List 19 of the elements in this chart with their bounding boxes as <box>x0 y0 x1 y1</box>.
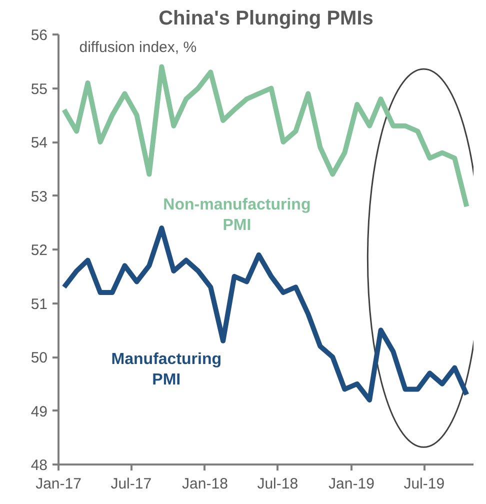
x-tick-label: Jul-19 <box>404 476 445 492</box>
y-axis-title: diffusion index, % <box>79 38 197 56</box>
y-tick-label: 56 <box>30 27 48 44</box>
y-tick-label: 48 <box>30 457 48 474</box>
y-tick-label: 55 <box>30 80 48 98</box>
y-tick-label: 53 <box>30 188 48 206</box>
x-tick-label: Jan-17 <box>36 476 82 492</box>
x-tick-label: Jul-18 <box>257 476 298 492</box>
y-tick-label: 52 <box>30 242 48 259</box>
x-tick-label: Jan-19 <box>328 476 374 492</box>
series-label: Non-manufacturing PMI <box>163 196 311 234</box>
y-tick-label: 49 <box>30 403 48 420</box>
chart-title: China's Plunging PMIs <box>158 8 374 30</box>
x-tick-label: Jul-17 <box>110 476 152 492</box>
series-label: Manufacturing PMI <box>111 351 222 389</box>
y-tick-label: 54 <box>30 134 48 152</box>
x-tick-label: Jan-18 <box>182 476 228 492</box>
y-tick-label: 51 <box>30 296 48 313</box>
y-tick-label: 50 <box>30 350 48 366</box>
